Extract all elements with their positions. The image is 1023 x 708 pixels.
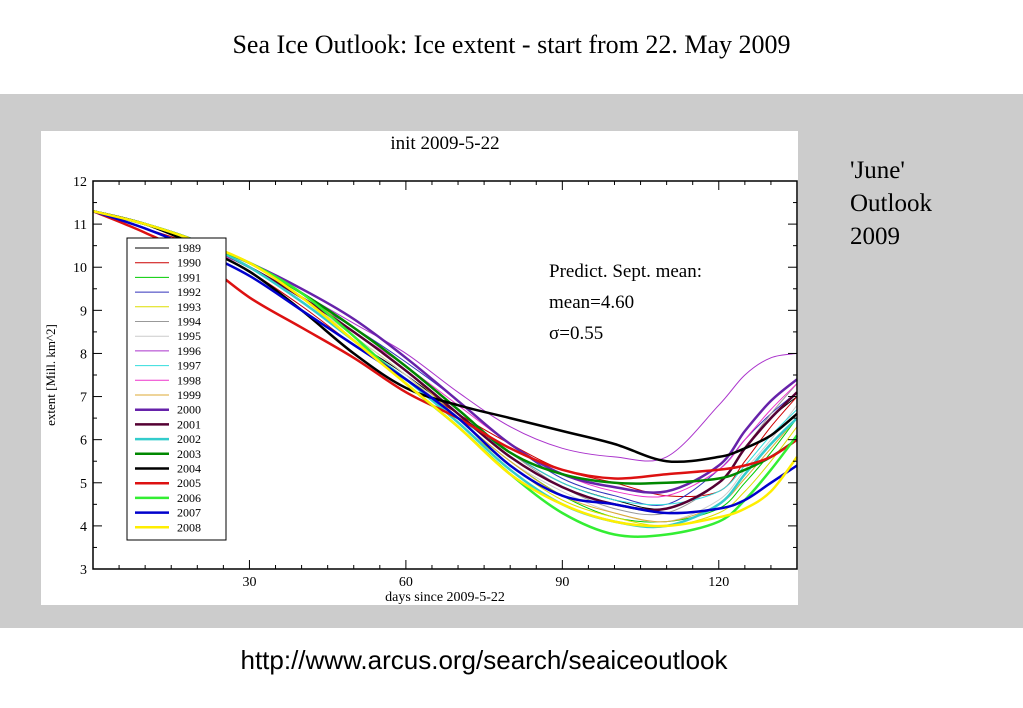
y-tick-label: 6 — [80, 434, 87, 449]
legend-label-1995: 1995 — [177, 329, 201, 343]
legend-label-1996: 1996 — [177, 344, 201, 358]
y-tick-label: 9 — [80, 304, 87, 319]
series-line-2008 — [92, 209, 798, 528]
slide-title: Sea Ice Outlook: Ice extent - start from… — [232, 30, 791, 59]
side-note-line-2: Outlook — [850, 190, 932, 217]
chart-panel: init 2009-5-22 30 60 90 120 3 4 5 6 7 8 9 10 11 12 d… — [41, 131, 798, 605]
legend-label-1992: 1992 — [177, 285, 201, 299]
legend-label-2005: 2005 — [177, 476, 201, 490]
y-tick-label: 11 — [74, 218, 87, 233]
x-axis-label: days since 2009-5-22 — [385, 590, 505, 605]
legend: 1989199019911992199319941995199619971998… — [126, 237, 227, 541]
y-tick-label: 8 — [80, 347, 87, 362]
y-tick-label: 7 — [80, 391, 87, 406]
footer-url[interactable]: http://www.arcus.org/search/seaiceoutloo… — [240, 645, 728, 675]
y-tick-label: 10 — [73, 261, 87, 276]
legend-label-1997: 1997 — [177, 359, 201, 373]
legend-label-2003: 2003 — [177, 447, 201, 461]
y-tick-label: 12 — [73, 175, 87, 190]
x-axis: 30 60 90 120 — [118, 181, 772, 590]
legend-label-1999: 1999 — [177, 388, 201, 402]
y-axis: 3 4 5 6 7 8 9 10 11 12 — [73, 175, 797, 578]
x-tick-label: 90 — [555, 575, 569, 590]
x-tick-label: 60 — [399, 575, 413, 590]
legend-label-1998: 1998 — [177, 373, 201, 387]
legend-label-1990: 1990 — [177, 256, 201, 270]
series-line-2002 — [92, 209, 798, 529]
legend-label-1993: 1993 — [177, 300, 201, 314]
legend-label-2001: 2001 — [177, 417, 201, 431]
legend-label-2006: 2006 — [177, 491, 201, 505]
legend-label-1991: 1991 — [177, 270, 201, 284]
legend-label-2004: 2004 — [177, 462, 201, 476]
legend-label-2000: 2000 — [177, 403, 201, 417]
annotation-line-3: σ=0.55 — [549, 323, 603, 344]
legend-label-1989: 1989 — [177, 241, 201, 255]
y-tick-label: 4 — [80, 520, 87, 535]
chart-title: init 2009-5-22 — [390, 133, 499, 154]
ice-extent-chart: init 2009-5-22 30 60 90 120 3 4 5 6 7 8 9 10 11 12 d… — [43, 133, 798, 605]
y-tick-label: 3 — [80, 563, 87, 578]
y-axis-label: extent [Mill. km^2] — [43, 324, 58, 426]
side-note-line-3: 2009 — [850, 223, 900, 250]
legend-box — [126, 237, 227, 541]
x-tick-label: 30 — [242, 575, 256, 590]
side-note: 'June' Outlook 2009 — [850, 154, 932, 253]
legend-label-1994: 1994 — [177, 315, 201, 329]
y-tick-label: 5 — [80, 477, 87, 492]
annotation-line-2: mean=4.60 — [549, 292, 634, 313]
legend-label-2007: 2007 — [177, 506, 201, 520]
annotation-line-1: Predict. Sept. mean: — [549, 261, 702, 282]
legend-label-2008: 2008 — [177, 520, 201, 534]
x-tick-label: 120 — [708, 575, 729, 590]
plot-lines — [92, 209, 798, 538]
legend-label-2002: 2002 — [177, 432, 201, 446]
side-note-line-1: 'June' — [850, 157, 905, 184]
